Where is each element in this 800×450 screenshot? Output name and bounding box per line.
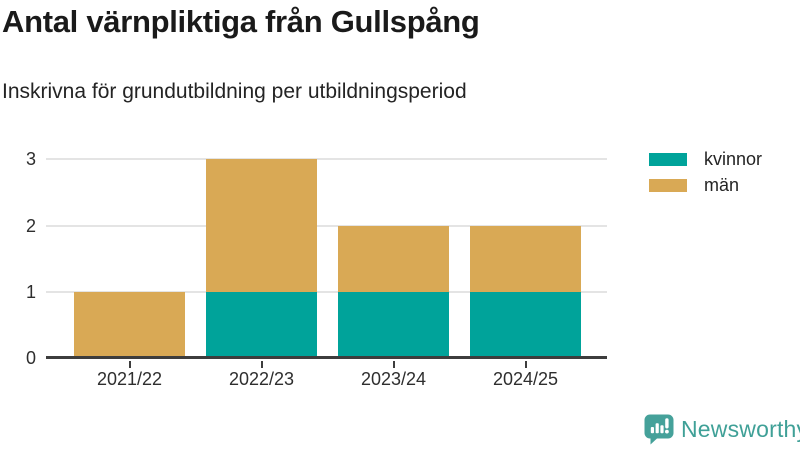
bar-segment-kvinnor xyxy=(206,291,317,358)
y-tick-label: 1 xyxy=(25,281,36,302)
bar-segment-kvinnor xyxy=(470,291,581,358)
plot-area xyxy=(46,149,607,368)
legend-label: män xyxy=(704,175,740,195)
gridline-3 xyxy=(46,158,607,161)
newsworthy-icon xyxy=(644,414,674,445)
x-tick-label: 2023/24 xyxy=(360,369,427,389)
bar-segment-män xyxy=(338,225,449,292)
x-axis-tick xyxy=(128,361,131,368)
x-axis-tick xyxy=(260,361,263,368)
x-axis-tick xyxy=(524,361,527,368)
legend-swatch xyxy=(649,178,687,192)
bar-2024/25 xyxy=(470,225,581,358)
y-tick-label: 3 xyxy=(25,149,36,170)
bar-segment-män xyxy=(206,159,317,292)
legend-label: kvinnor xyxy=(704,149,763,169)
y-tick-label: 0 xyxy=(25,348,36,368)
brand-logo: Newsworthy xyxy=(644,414,800,445)
x-axis-tick xyxy=(392,361,395,368)
legend-swatch xyxy=(649,152,687,166)
chart-title: Antal värnpliktiga från Gullspång xyxy=(2,4,480,39)
bar-2021/22 xyxy=(74,291,185,358)
x-axis-line xyxy=(46,356,607,359)
brand-name: Newsworthy xyxy=(681,416,800,442)
legend: kvinnor män xyxy=(649,150,762,202)
x-tick-label: 2022/23 xyxy=(228,369,295,389)
x-tick-label: 2024/25 xyxy=(492,369,559,389)
legend-item-män: män xyxy=(649,176,762,194)
bar-2022/23 xyxy=(206,159,317,358)
bar-segment-män xyxy=(74,291,185,358)
legend-item-kvinnor: kvinnor xyxy=(649,150,762,168)
x-tick-label: 2021/22 xyxy=(96,369,163,389)
bar-segment-kvinnor xyxy=(338,291,449,358)
bar-segment-män xyxy=(470,225,581,292)
bar-2023/24 xyxy=(338,225,449,358)
gridline-1 xyxy=(46,290,607,293)
gridline-2 xyxy=(46,224,607,227)
y-tick-label: 2 xyxy=(25,215,36,236)
chart-subtitle: Inskrivna för grundutbildning per utbild… xyxy=(2,80,467,103)
